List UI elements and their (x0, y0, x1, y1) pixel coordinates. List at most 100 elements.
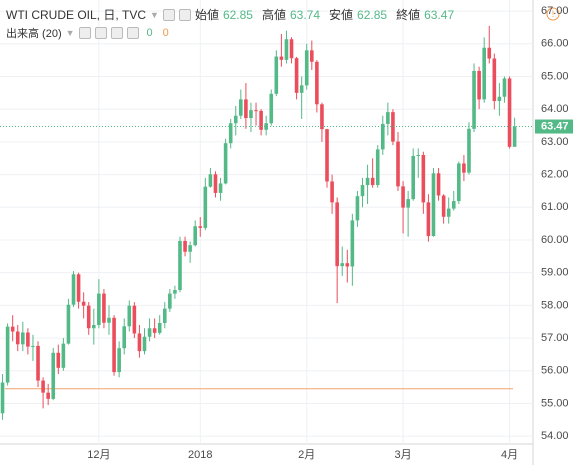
volume-header: 出来高 (20) ▼ 0 0 (6, 25, 169, 41)
candle-body (406, 199, 410, 208)
symbol-title[interactable]: WTI CRUDE OIL, 日, TVC (6, 8, 147, 22)
icon[interactable] (78, 27, 91, 39)
candle-body (294, 58, 299, 93)
plot-area (0, 0, 533, 444)
icon[interactable] (94, 27, 107, 39)
candle-body (142, 336, 147, 352)
candle-body (380, 123, 385, 150)
candle-body (325, 129, 329, 182)
ohlc-label: 始値 (194, 8, 219, 22)
candle-body (193, 226, 197, 246)
candle-body (152, 328, 157, 333)
y-tick-label: 60.00 (541, 234, 569, 246)
candle-body (173, 290, 177, 294)
candle-body (345, 263, 350, 267)
candle-body (21, 332, 25, 345)
y-tick-label: 63.00 (541, 136, 569, 148)
candle-body (249, 110, 253, 119)
ohlc-label: 終値 (396, 8, 421, 22)
candle-body (71, 274, 76, 305)
candle-body (198, 226, 203, 228)
candle-body (233, 115, 238, 124)
candle-body (370, 177, 375, 186)
candle-body (492, 58, 497, 102)
ohlc-label: 安値 (329, 8, 354, 22)
candle-body (66, 304, 71, 344)
candle-body (284, 39, 289, 60)
candle-body (396, 141, 400, 187)
candle-body (401, 186, 405, 208)
candle-body (162, 308, 167, 324)
candle-body (26, 332, 30, 347)
candle-body (315, 61, 319, 105)
y-tick-label: 55.00 (541, 397, 569, 409)
candle-body (46, 392, 50, 399)
candle-body (122, 326, 127, 349)
ohlc-value: 63.74 (290, 7, 321, 22)
candle-body (91, 324, 96, 329)
candle-body (223, 143, 228, 184)
y-tick-label: 59.00 (541, 267, 569, 279)
header: WTI CRUDE OIL, 日, TVC ▼ 始値 62.85 高値 63.74 … (6, 6, 459, 23)
candle-body (507, 78, 512, 147)
candle-body (112, 317, 116, 373)
candle-body (81, 301, 86, 306)
candle-body (274, 56, 279, 94)
candle-body (289, 39, 294, 59)
candle-body (411, 155, 416, 200)
candle-body (482, 47, 486, 100)
x-tick-label: 2018 (188, 449, 212, 461)
x-tick-label: 2月 (298, 449, 315, 461)
ohlc-value: 62.85 (357, 7, 388, 22)
candle-body (41, 380, 45, 393)
alert-icon-mark: ! (552, 9, 555, 19)
candle-body (36, 345, 40, 381)
candle-body (107, 317, 111, 323)
ohlc-value: 63.47 (424, 7, 455, 22)
volume-label[interactable]: 出来高 (20) (6, 28, 62, 40)
candle-body (137, 333, 142, 352)
candle-body (15, 331, 20, 345)
candle-body (117, 348, 121, 373)
candle-body (391, 112, 395, 142)
candle-body (467, 128, 471, 173)
alert-icon[interactable] (546, 7, 560, 21)
candle-body (446, 208, 451, 217)
x-tick-label: 12月 (87, 449, 110, 461)
grid (0, 0, 533, 444)
candle-body (61, 343, 66, 368)
x-tick-label: 3月 (395, 449, 412, 461)
candle-body (299, 85, 304, 93)
candle-body (203, 186, 208, 228)
icon[interactable] (162, 8, 175, 21)
candle-body (330, 181, 334, 203)
candle-body (426, 202, 431, 237)
icon[interactable] (126, 27, 139, 39)
candle-body (350, 220, 355, 267)
volume-value: 0 (162, 27, 169, 39)
icon[interactable] (110, 27, 123, 39)
candle-body (102, 293, 106, 323)
candle-body (239, 99, 243, 116)
candle-body (127, 305, 132, 327)
candle-body (264, 123, 268, 130)
dropdown[interactable]: ▼ (65, 28, 75, 38)
candle-body (304, 50, 309, 86)
volume-value: 0 (146, 27, 153, 39)
y-tick-label: 54.00 (541, 430, 569, 442)
dropdown[interactable]: ▼ (150, 9, 159, 20)
candle-body (5, 326, 10, 383)
y-tick-label: 61.00 (541, 201, 569, 213)
candle-body (56, 352, 61, 368)
candle-body (416, 154, 421, 156)
candle-body (132, 305, 137, 334)
candle-body (502, 78, 507, 97)
y-tick-label: 62.00 (541, 168, 569, 180)
icon[interactable] (178, 8, 191, 21)
candle-body (441, 195, 446, 217)
candle-body (157, 323, 162, 333)
candle-body (335, 202, 339, 267)
candle-body (259, 110, 263, 130)
